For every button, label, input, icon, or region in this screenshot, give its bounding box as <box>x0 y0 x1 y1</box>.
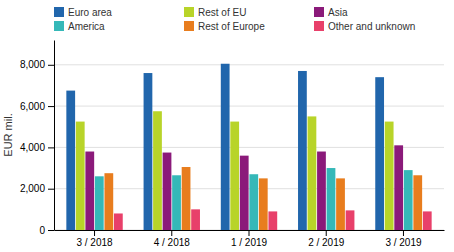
y-axis-title: EUR mil. <box>2 113 14 156</box>
bar-series <box>114 209 432 230</box>
legend: Euro area Rest of EU Asia America Rest of Eu… <box>54 7 415 32</box>
bar <box>336 178 345 230</box>
bar-series <box>95 168 413 230</box>
x-tick: 3 / 2018 <box>76 230 113 248</box>
bar <box>163 153 172 230</box>
bar-series <box>66 64 384 230</box>
y-tick-label: 6,000 <box>20 101 45 112</box>
grid <box>54 65 444 230</box>
legend-item: Asia <box>314 7 348 18</box>
bar <box>144 73 153 230</box>
bar <box>298 71 307 230</box>
bar <box>308 116 317 230</box>
bar <box>95 176 104 230</box>
legend-item: America <box>54 21 105 32</box>
bar-series <box>85 145 403 230</box>
bar <box>182 167 191 230</box>
bar <box>85 152 94 230</box>
bar <box>66 91 75 230</box>
y-tick-label: 8,000 <box>20 59 45 70</box>
bar <box>317 152 326 230</box>
bar-series <box>104 167 422 230</box>
x-tick-mark <box>94 230 95 236</box>
legend-swatch <box>54 7 64 17</box>
y-tick: 6,000 <box>20 101 54 112</box>
legend-swatch <box>314 7 324 17</box>
bar <box>114 213 123 230</box>
y-tick-label: 2,000 <box>20 183 45 194</box>
bar <box>104 173 113 230</box>
x-tick: 2 / 2019 <box>308 230 345 248</box>
bar <box>385 122 394 230</box>
legend-item: Rest of EU <box>184 7 246 18</box>
legend-label: Rest of EU <box>198 7 246 18</box>
x-tick-label: 3 / 2018 <box>76 237 113 248</box>
x-tick: 4 / 2018 <box>154 230 191 248</box>
legend-item: Other and unknown <box>314 21 415 32</box>
y-axis-line <box>54 41 55 231</box>
bar <box>221 64 230 230</box>
legend-label: America <box>68 21 105 32</box>
bar <box>375 77 384 230</box>
legend-item: Rest of Europe <box>184 21 265 32</box>
y-tick-mark <box>48 65 54 66</box>
x-tick-label: 2 / 2019 <box>308 237 345 248</box>
x-tick-label: 4 / 2018 <box>154 237 191 248</box>
bar <box>327 168 336 230</box>
bar <box>249 174 258 230</box>
bar <box>404 170 413 230</box>
y-tick: 0 <box>39 225 54 236</box>
y-tick-label: 0 <box>39 225 45 236</box>
bar <box>268 211 277 230</box>
x-tick: 3 / 2019 <box>385 230 422 248</box>
legend-swatch <box>184 21 194 31</box>
legend-label: Euro area <box>68 7 112 18</box>
chart: 3 / 2018 4 / 2018 1 / 2019 2 / 2019 3 / 2019… <box>0 0 454 252</box>
bar <box>76 122 85 230</box>
y-tick: 2,000 <box>20 183 54 194</box>
x-tick-mark <box>403 230 404 236</box>
legend-label: Rest of Europe <box>198 21 265 32</box>
x-tick-label: 1 / 2019 <box>231 237 268 248</box>
bar <box>191 209 200 230</box>
grid-line <box>54 106 444 107</box>
y-tick-mark <box>48 106 54 107</box>
legend-label: Other and unknown <box>328 21 415 32</box>
x-tick-mark <box>249 230 250 236</box>
bar <box>259 178 268 230</box>
bar <box>153 111 162 230</box>
y-tick-mark <box>48 147 54 148</box>
bar <box>394 145 403 230</box>
x-tick-mark <box>171 230 172 236</box>
x-tick: 1 / 2019 <box>231 230 268 248</box>
legend-label: Asia <box>328 7 348 18</box>
x-tick-mark <box>326 230 327 236</box>
legend-item: Euro area <box>54 7 112 18</box>
bar <box>413 175 422 230</box>
bars <box>66 64 431 230</box>
y-tick: 4,000 <box>20 142 54 153</box>
y-axis: 0 2,000 4,000 6,000 8,000 <box>20 41 55 236</box>
bar <box>346 210 355 230</box>
y-tick-mark <box>48 230 54 231</box>
legend-swatch <box>184 7 194 17</box>
x-tick-label: 3 / 2019 <box>385 237 422 248</box>
y-tick-mark <box>48 189 54 190</box>
bar <box>240 156 249 230</box>
plot: 3 / 2018 4 / 2018 1 / 2019 2 / 2019 3 / 2019… <box>20 41 445 249</box>
bar <box>423 211 432 230</box>
bar <box>230 122 239 230</box>
bar <box>172 175 181 230</box>
legend-swatch <box>314 21 324 31</box>
legend-swatch <box>54 21 64 31</box>
y-tick-label: 4,000 <box>20 142 45 153</box>
y-tick: 8,000 <box>20 59 54 70</box>
x-axis: 3 / 2018 4 / 2018 1 / 2019 2 / 2019 3 / 2019 <box>55 230 445 248</box>
grid-line <box>54 64 444 65</box>
bar-series <box>76 111 394 230</box>
